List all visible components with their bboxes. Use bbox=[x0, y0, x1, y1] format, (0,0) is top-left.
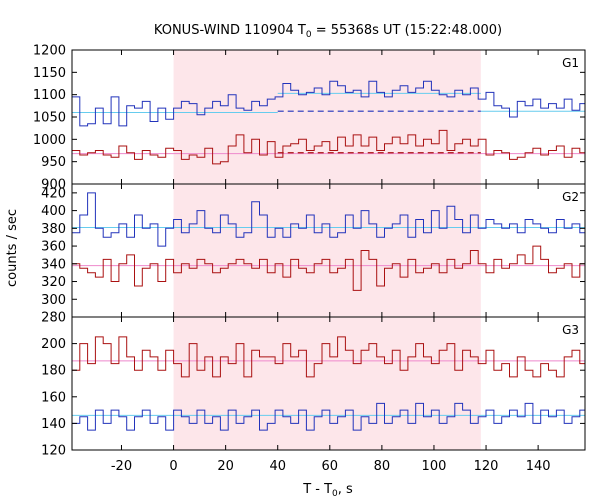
x-tick-label: 100 bbox=[422, 459, 447, 474]
y-tick-label: 160 bbox=[41, 390, 66, 405]
y-tick-label: 1000 bbox=[33, 133, 66, 148]
x-tick-label: 0 bbox=[169, 459, 177, 474]
x-tick-label: 60 bbox=[322, 459, 339, 474]
x-tick-label: 20 bbox=[217, 459, 234, 474]
y-tick-label: 1050 bbox=[33, 111, 66, 126]
y-tick-label: 140 bbox=[41, 417, 66, 432]
panel-plot-area bbox=[72, 336, 585, 431]
y-tick-label: 400 bbox=[41, 204, 66, 219]
panel-g2: 280 300 320 340 360 380 400 420 G2 bbox=[41, 183, 586, 326]
panel-g1: 900 950 1000 1050 1100 1150 1200 G1 bbox=[33, 44, 586, 193]
y-axis-label: counts / sec bbox=[5, 209, 20, 287]
series-low-histogram bbox=[72, 129, 585, 165]
panel-label: G3 bbox=[562, 323, 579, 337]
y-tick-label: 360 bbox=[41, 240, 66, 255]
y-tick-label: 200 bbox=[41, 337, 66, 352]
y-tick-label: 900 bbox=[41, 178, 66, 193]
x-tick-label: 40 bbox=[269, 459, 286, 474]
y-tick-label: 1200 bbox=[33, 44, 66, 59]
y-tick-label: 950 bbox=[41, 155, 66, 170]
y-tick-label: 380 bbox=[41, 222, 66, 237]
series-high-histogram bbox=[72, 192, 585, 247]
panel-g3: 120 140 160 180 200 G3 bbox=[41, 316, 586, 459]
y-tick-label: 300 bbox=[41, 293, 66, 308]
panel-plot-area bbox=[72, 192, 585, 291]
highlight-interval bbox=[173, 317, 481, 450]
panels-layer: 90095010001050110011501200G1280300320340… bbox=[33, 44, 586, 474]
series-high-histogram bbox=[72, 80, 585, 127]
x-tick-label: 120 bbox=[474, 459, 499, 474]
y-tick-label: 1150 bbox=[33, 66, 66, 81]
highlight-interval bbox=[173, 184, 481, 317]
panel-label: G2 bbox=[562, 190, 579, 204]
y-tick-label: 280 bbox=[41, 311, 66, 326]
y-tick-label: 340 bbox=[41, 257, 66, 272]
y-tick-label: 1100 bbox=[33, 88, 66, 103]
y-tick-label: 120 bbox=[41, 444, 66, 459]
panel-plot-area bbox=[72, 80, 585, 165]
panel-label: G1 bbox=[562, 56, 579, 70]
y-tick-label: 320 bbox=[41, 275, 66, 290]
x-tick-label: 80 bbox=[374, 459, 391, 474]
x-tick-label: 140 bbox=[526, 459, 551, 474]
chart-title: KONUS-WIND 110904 T0 = 55368s UT (15:22:… bbox=[154, 23, 502, 40]
panel-frame bbox=[71, 316, 586, 451]
x-axis-label: T - T0, s bbox=[302, 482, 353, 499]
x-tick-label: -20 bbox=[111, 459, 132, 474]
y-tick-label: 180 bbox=[41, 364, 66, 379]
series-low-histogram bbox=[72, 336, 585, 378]
series-high-histogram bbox=[72, 402, 585, 431]
series-low-histogram bbox=[72, 245, 585, 291]
y-tick-label: 420 bbox=[41, 186, 66, 201]
